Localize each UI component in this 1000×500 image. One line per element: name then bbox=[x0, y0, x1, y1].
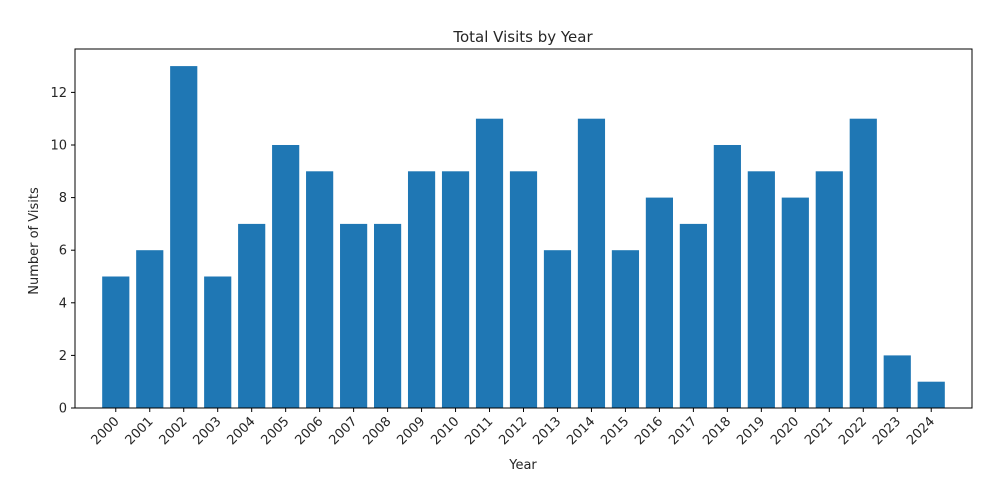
y-tick-label: 4 bbox=[59, 296, 67, 311]
x-tick-label: 2010 bbox=[428, 414, 462, 448]
bars-group bbox=[102, 66, 945, 408]
x-tick-label: 2007 bbox=[326, 414, 360, 448]
x-tick-label: 2019 bbox=[734, 414, 768, 448]
bar-2002 bbox=[170, 66, 198, 408]
y-tick-label: 0 bbox=[59, 402, 67, 417]
y-tick-label: 8 bbox=[59, 191, 67, 206]
x-tick-label: 2015 bbox=[598, 414, 632, 448]
bar-2013 bbox=[543, 250, 572, 408]
y-tick-label: 2 bbox=[59, 349, 67, 364]
x-tick-label: 2024 bbox=[904, 414, 938, 448]
bar-2004 bbox=[238, 223, 266, 408]
bar-2024 bbox=[917, 381, 945, 408]
y-tick-label: 12 bbox=[50, 86, 67, 101]
bar-2019 bbox=[747, 171, 775, 408]
y-axis-label: Number of Visits bbox=[27, 187, 42, 295]
bar-2009 bbox=[407, 171, 436, 408]
x-tick-label: 2006 bbox=[292, 414, 326, 448]
y-tick-label: 6 bbox=[59, 244, 67, 259]
x-tick-label: 2023 bbox=[870, 414, 904, 448]
x-tick-label: 2013 bbox=[530, 414, 564, 448]
x-tick-label: 2005 bbox=[258, 414, 292, 448]
x-tick-label: 2008 bbox=[360, 414, 394, 448]
bar-2012 bbox=[509, 171, 538, 408]
chart-title: Total Visits by Year bbox=[452, 28, 593, 46]
x-tick-label: 2000 bbox=[89, 414, 123, 448]
x-tick-label: 2020 bbox=[768, 414, 802, 448]
bar-2006 bbox=[306, 171, 334, 408]
x-tick-label: 2016 bbox=[632, 414, 666, 448]
bar-2011 bbox=[475, 118, 504, 408]
x-tick-label: 2004 bbox=[225, 414, 259, 448]
bar-2010 bbox=[441, 171, 470, 408]
x-axis-label: Year bbox=[508, 458, 537, 473]
bar-2003 bbox=[204, 276, 232, 408]
bar-2008 bbox=[374, 223, 402, 408]
x-axis-ticks: 2000 2001 2002 2003 2004 2005 2006 2007 2008 2009… bbox=[89, 408, 938, 448]
x-tick-label: 2018 bbox=[700, 414, 734, 448]
x-tick-label: 2009 bbox=[394, 414, 428, 448]
x-tick-label: 2014 bbox=[564, 414, 598, 448]
bar-2017 bbox=[679, 223, 707, 408]
x-tick-label: 2021 bbox=[802, 414, 836, 448]
bar-2000 bbox=[102, 276, 130, 408]
bar-2016 bbox=[645, 197, 673, 408]
y-axis-ticks: 0 2 4 6 8 10 12 bbox=[50, 86, 75, 417]
x-tick-label: 2001 bbox=[123, 414, 157, 448]
bar-2005 bbox=[272, 144, 300, 408]
bar-2022 bbox=[849, 118, 877, 408]
bar-2015 bbox=[611, 250, 640, 408]
bar-2023 bbox=[883, 355, 911, 408]
x-tick-label: 2011 bbox=[462, 414, 496, 448]
bar-2001 bbox=[136, 250, 164, 408]
bar-2018 bbox=[713, 144, 741, 408]
x-tick-label: 2003 bbox=[191, 414, 225, 448]
bar-2021 bbox=[815, 171, 843, 408]
x-tick-label: 2022 bbox=[836, 414, 870, 448]
bar-2007 bbox=[340, 223, 368, 408]
y-tick-label: 10 bbox=[50, 138, 67, 153]
bar-2014 bbox=[577, 118, 606, 408]
x-tick-label: 2002 bbox=[157, 414, 191, 448]
x-tick-label: 2017 bbox=[666, 414, 700, 448]
bar-2020 bbox=[781, 197, 809, 408]
plot-frame bbox=[74, 48, 973, 409]
x-tick-label: 2012 bbox=[496, 414, 530, 448]
